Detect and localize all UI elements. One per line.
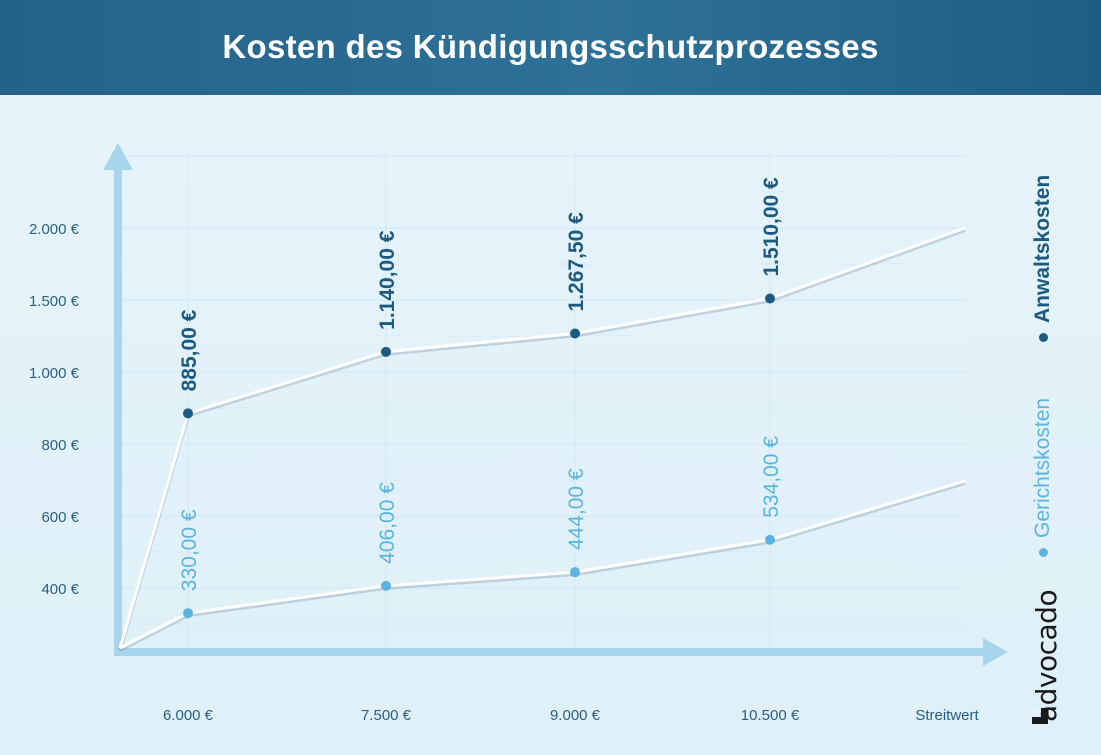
x-axis-arrow-icon	[983, 638, 1008, 666]
x-tick-label: 9.000 €	[550, 707, 601, 724]
y-tick-label: 600 €	[41, 509, 79, 526]
y-tick-label: 800 €	[41, 437, 79, 454]
data-point	[183, 608, 193, 619]
legend-dot-icon	[1038, 333, 1048, 342]
y-tick-label: 2.000 €	[29, 221, 80, 238]
legend-anwaltskosten: Anwaltskosten	[1031, 175, 1055, 342]
data-point	[765, 534, 775, 545]
x-tick-label: 6.000 €	[163, 707, 214, 724]
x-axis-label: Streitwert	[915, 707, 979, 724]
header-bar: Kosten des Kündigungsschutzprozesses	[0, 0, 1101, 95]
data-label: 1.140,00 €	[376, 230, 399, 330]
x-tick-label: 7.500 €	[361, 707, 412, 724]
series-line-anwaltskosten	[118, 226, 966, 649]
data-point	[570, 328, 580, 339]
x-tick-label: 10.500 €	[741, 707, 800, 724]
data-point	[381, 580, 391, 591]
series-line-gerichtskosten	[119, 479, 966, 650]
legend-label: Anwaltskosten	[1031, 174, 1054, 323]
legend-dot-icon	[1038, 548, 1048, 557]
data-label: 534,00 €	[760, 436, 783, 518]
brand-logo: advocado	[1030, 589, 1063, 722]
legend-gerichtskosten: Gerichtskosten	[1031, 398, 1055, 557]
series-line-shadow	[118, 228, 966, 651]
y-tick-label: 400 €	[41, 581, 79, 598]
series-line-shadow	[119, 481, 966, 652]
legend-label: Gerichtskosten	[1031, 397, 1054, 538]
data-label: 406,00 €	[376, 482, 399, 564]
data-label: 1.267,50 €	[565, 212, 588, 312]
data-point	[183, 408, 193, 419]
data-point	[570, 567, 580, 578]
data-label: 330,00 €	[178, 509, 201, 591]
data-label: 1.510,00 €	[760, 177, 783, 277]
data-point	[381, 346, 391, 357]
chart-title: Kosten des Kündigungsschutzprozesses	[222, 28, 879, 65]
data-point	[765, 293, 775, 304]
brand-logo-icon	[1032, 708, 1048, 724]
data-label: 444,00 €	[565, 468, 588, 550]
y-tick-label: 1.000 €	[29, 365, 80, 382]
y-axis-arrow-icon	[103, 143, 133, 170]
y-tick-label: 1.500 €	[29, 293, 80, 310]
data-label: 885,00 €	[178, 309, 201, 391]
